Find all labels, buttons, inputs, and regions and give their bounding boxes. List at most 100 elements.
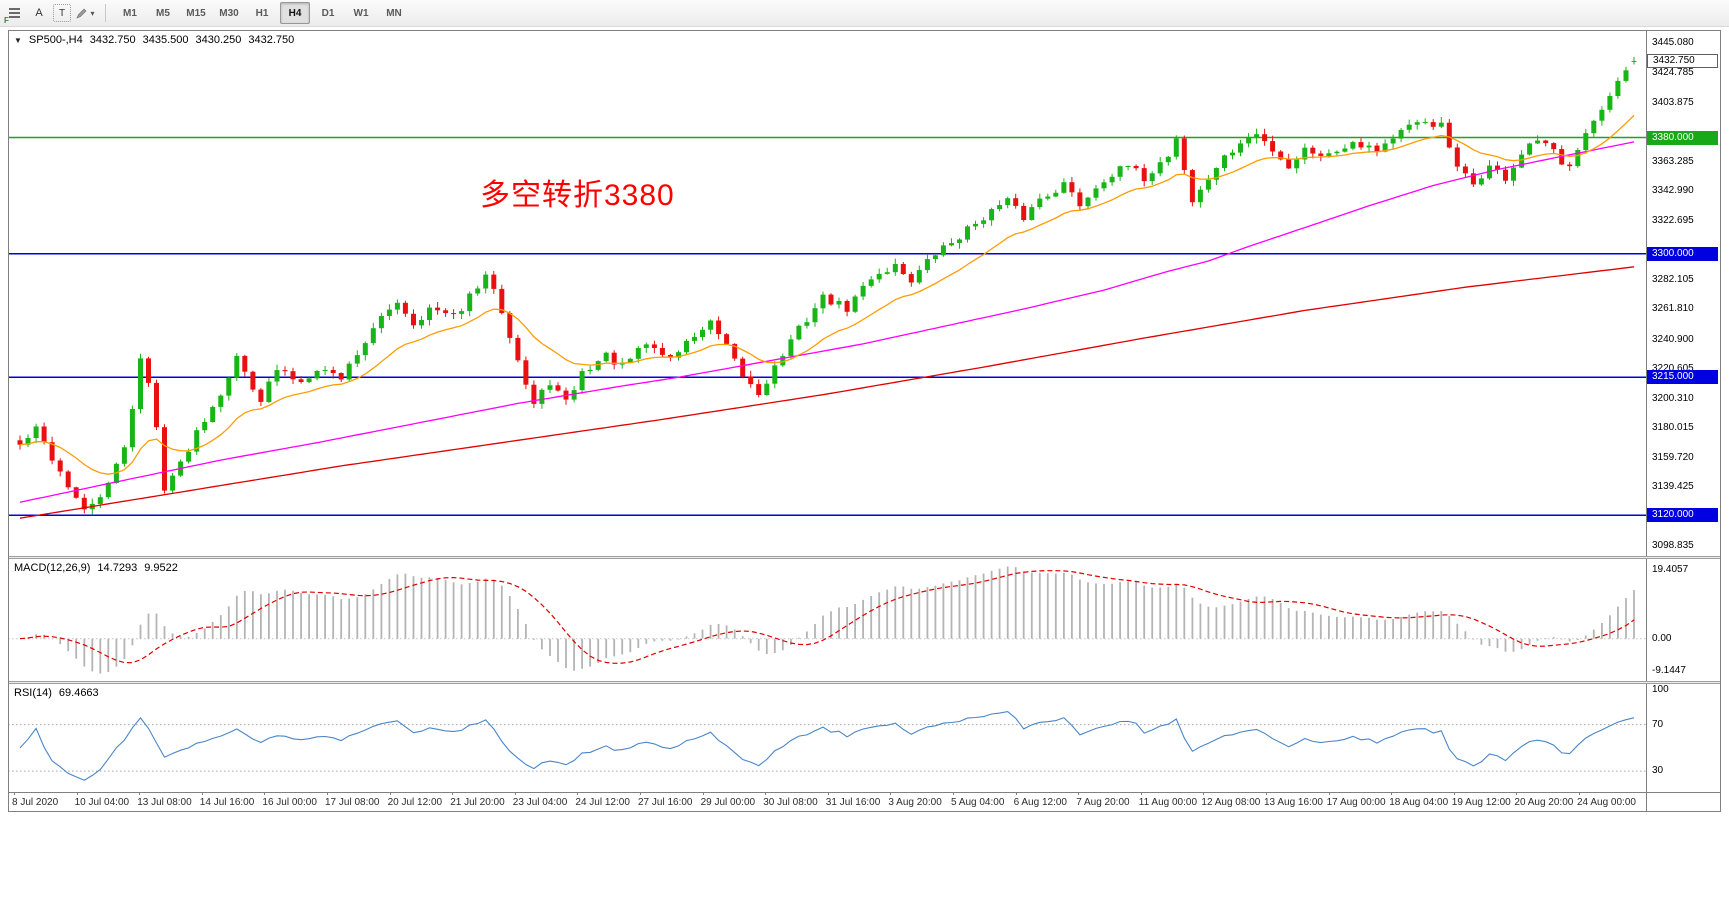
- timeframe-m5-button[interactable]: M5: [148, 2, 178, 24]
- candle-down: [402, 302, 408, 314]
- candle-down: [515, 337, 521, 361]
- time-axis-label: 13 Jul 08:00: [137, 797, 192, 808]
- time-axis-tick: [1015, 792, 1017, 795]
- time-axis-tick: [765, 792, 767, 795]
- candle-up: [370, 328, 376, 344]
- timeframe-h4-button[interactable]: H4: [280, 2, 310, 24]
- current-price-tag: 3432.750: [1647, 53, 1718, 68]
- candle-up: [957, 239, 962, 243]
- candle-up: [33, 426, 39, 438]
- time-axis-tick: [14, 792, 15, 795]
- candle-down: [1189, 170, 1195, 203]
- candle-up: [587, 369, 593, 372]
- macd-panel-canvas[interactable]: [8, 559, 1646, 681]
- candle-down: [338, 373, 344, 380]
- axis-separator-line: [1646, 30, 1647, 812]
- candle-up: [949, 243, 954, 246]
- timeframe-mn-button[interactable]: MN: [379, 2, 409, 24]
- candle-up: [1165, 156, 1171, 163]
- text-tool-button[interactable]: T: [53, 4, 71, 22]
- price-axis-label: 3180.015: [1652, 422, 1694, 434]
- time-axis-label: 19 Aug 12:00: [1451, 797, 1511, 808]
- candle-down: [555, 385, 561, 391]
- candle-up: [1109, 176, 1115, 183]
- candle-up: [1302, 147, 1308, 160]
- price-axis-label: 3200.310: [1652, 392, 1694, 404]
- candle-up: [635, 348, 641, 359]
- candle-up: [708, 320, 714, 330]
- chart-plot-area[interactable]: 8 Jul 2020 10 Jul 04:00 13 Jul 08:00 14 Jul…: [8, 30, 1646, 812]
- candle-up: [1519, 154, 1525, 168]
- candle-down: [65, 471, 71, 488]
- time-axis-tick: [389, 792, 391, 795]
- candle-down: [411, 313, 416, 326]
- candle-down: [716, 320, 722, 335]
- price-chart-canvas[interactable]: [8, 30, 1646, 556]
- time-axis-label: 7 Aug 20:00: [1076, 797, 1130, 808]
- candle-up: [394, 302, 400, 310]
- panel-splitter-macd[interactable]: [8, 556, 1721, 559]
- time-axis-tick: [1140, 792, 1142, 795]
- candle-up: [989, 209, 995, 221]
- candle-up: [643, 344, 649, 348]
- time-axis-label: 31 Jul 16:00: [825, 797, 881, 808]
- time-axis-label: 24 Aug 00:00: [1577, 797, 1636, 808]
- timeframe-m1-button[interactable]: M1: [115, 2, 145, 24]
- timeframe-h1-button[interactable]: H1: [247, 2, 277, 24]
- candle-up: [25, 438, 31, 445]
- timeframe-m15-button[interactable]: M15: [181, 2, 211, 24]
- time-axis-label: 16 Jul 00:00: [262, 797, 317, 808]
- macd-main-value: 14.7293: [97, 562, 138, 574]
- candle-down: [491, 274, 497, 289]
- ohlc-low-value: 3430.250: [195, 34, 242, 46]
- price-tag-3120.000: 3120.000: [1647, 508, 1718, 523]
- candle-up: [676, 352, 681, 358]
- timeframe-m30-button[interactable]: M30: [214, 2, 244, 24]
- candle-up: [981, 220, 987, 224]
- price-axis-label: 3220.605: [1652, 363, 1694, 375]
- candle-down: [250, 371, 256, 390]
- candle-down: [1270, 141, 1276, 152]
- candle-down: [330, 370, 336, 373]
- candle-down: [748, 376, 754, 385]
- candle-down: [900, 264, 906, 274]
- price-axis-label: 3322.695: [1652, 214, 1694, 226]
- candle-up: [836, 301, 842, 305]
- one-click-trading-icon[interactable]: ▼: [14, 35, 22, 45]
- candle-up: [627, 358, 633, 363]
- time-axis-label: 27 Jul 16:00: [638, 797, 693, 808]
- arrow-tool-button[interactable]: A: [28, 2, 50, 24]
- timeframe-w1-button[interactable]: W1: [346, 2, 376, 24]
- charts-list-button[interactable]: [3, 2, 25, 24]
- macd-indicator-label: MACD(12,26,9) 14.7293 9.9522: [14, 562, 178, 574]
- candle-up: [1222, 155, 1227, 168]
- rsi-line: [19, 711, 1635, 781]
- candle-up: [274, 370, 280, 382]
- timeframe-d1-button[interactable]: D1: [313, 2, 343, 24]
- candle-down: [1181, 138, 1187, 170]
- time-axis-tick: [702, 792, 704, 795]
- symbol-ohlc-info: ▼ SP500-,H4 3432.750 3435.500 3430.250 3…: [14, 34, 294, 46]
- candle-up: [194, 430, 200, 452]
- time-axis[interactable]: 8 Jul 2020 10 Jul 04:00 13 Jul 08:00 14 Jul…: [8, 792, 1646, 812]
- candle-up: [1093, 188, 1099, 198]
- candle-down: [57, 460, 63, 472]
- rsi-axis-70: 70: [1652, 718, 1664, 730]
- chart-annotation-text: 多空转折3380: [480, 179, 675, 212]
- candle-down: [242, 355, 248, 372]
- toolbar: A T ▾ M1 M5 M15 M30 H1 H4 D1 W1 MN F: [0, 0, 1729, 27]
- candle-down: [740, 358, 746, 377]
- draw-tool-button[interactable]: ▾: [74, 2, 96, 24]
- time-axis-label: 13 Aug 16:00: [1264, 797, 1323, 808]
- candle-down: [1278, 151, 1284, 160]
- price-tag-3380.000: 3380.000: [1647, 130, 1718, 145]
- candle-up: [186, 451, 192, 462]
- rsi-panel-canvas[interactable]: [8, 684, 1646, 792]
- price-axis-label: 3240.900: [1652, 333, 1694, 345]
- price-axis[interactable]: 3445.080 3424.785 3403.875 3363.285 3342.990…: [1647, 30, 1721, 812]
- candle-up: [924, 259, 930, 271]
- candle-down: [49, 442, 55, 461]
- panel-splitter-rsi[interactable]: [8, 681, 1721, 684]
- candle-down: [146, 358, 151, 383]
- candle-up: [475, 288, 481, 294]
